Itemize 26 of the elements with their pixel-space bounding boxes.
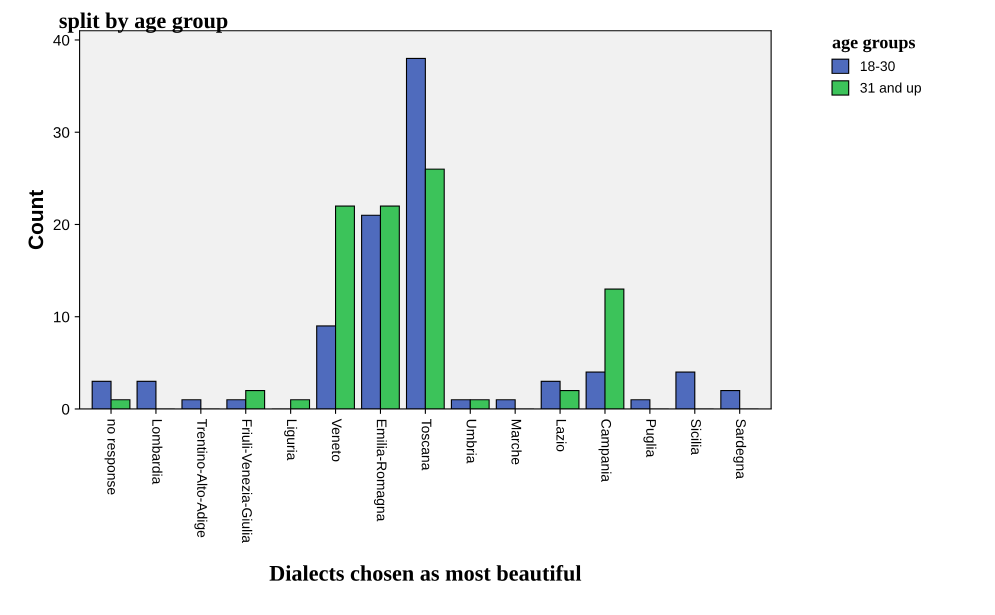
x-tick-label: Veneto (332, 418, 342, 462)
chart-title: split by age group (60, 12, 228, 33)
legend-title: age groups (832, 38, 916, 52)
x-tick-label: Lazio (556, 420, 567, 452)
x-tick-label: Toscana (422, 419, 432, 470)
y-tick-label: 20 (54, 219, 70, 230)
x-tick-label: Emilia-Romagna (374, 420, 387, 522)
x-tick-label: Puglia (643, 420, 656, 458)
x-tick-label: Liguria (284, 420, 298, 460)
x-tick-label: no response (104, 420, 115, 495)
x-tick-label: Umbria (466, 420, 477, 464)
x-tick-label: Trentino-Alto-Adige (194, 419, 208, 538)
x-tick-label: Friuli-Venezia-Giulia (242, 420, 252, 543)
x-axis-title: Dialects chosen as most beautiful (270, 564, 582, 581)
x-tick-label: Lombardia (152, 420, 162, 484)
y-tick-label: 0 (62, 404, 70, 415)
legend-label: 31 and up (860, 82, 922, 96)
x-tick-label: Marche (511, 420, 522, 464)
x-tick-label: Campania (598, 419, 612, 482)
x-tick-label: Sardegna (733, 419, 746, 479)
y-tick-label: 40 (53, 34, 70, 46)
y-tick-label: 30 (53, 127, 70, 138)
y-axis-title: Count (28, 190, 44, 250)
x-tick-label: Sicilia (691, 419, 702, 455)
y-tick-label: 10 (54, 312, 70, 322)
legend-label: 18-30 (860, 61, 895, 72)
